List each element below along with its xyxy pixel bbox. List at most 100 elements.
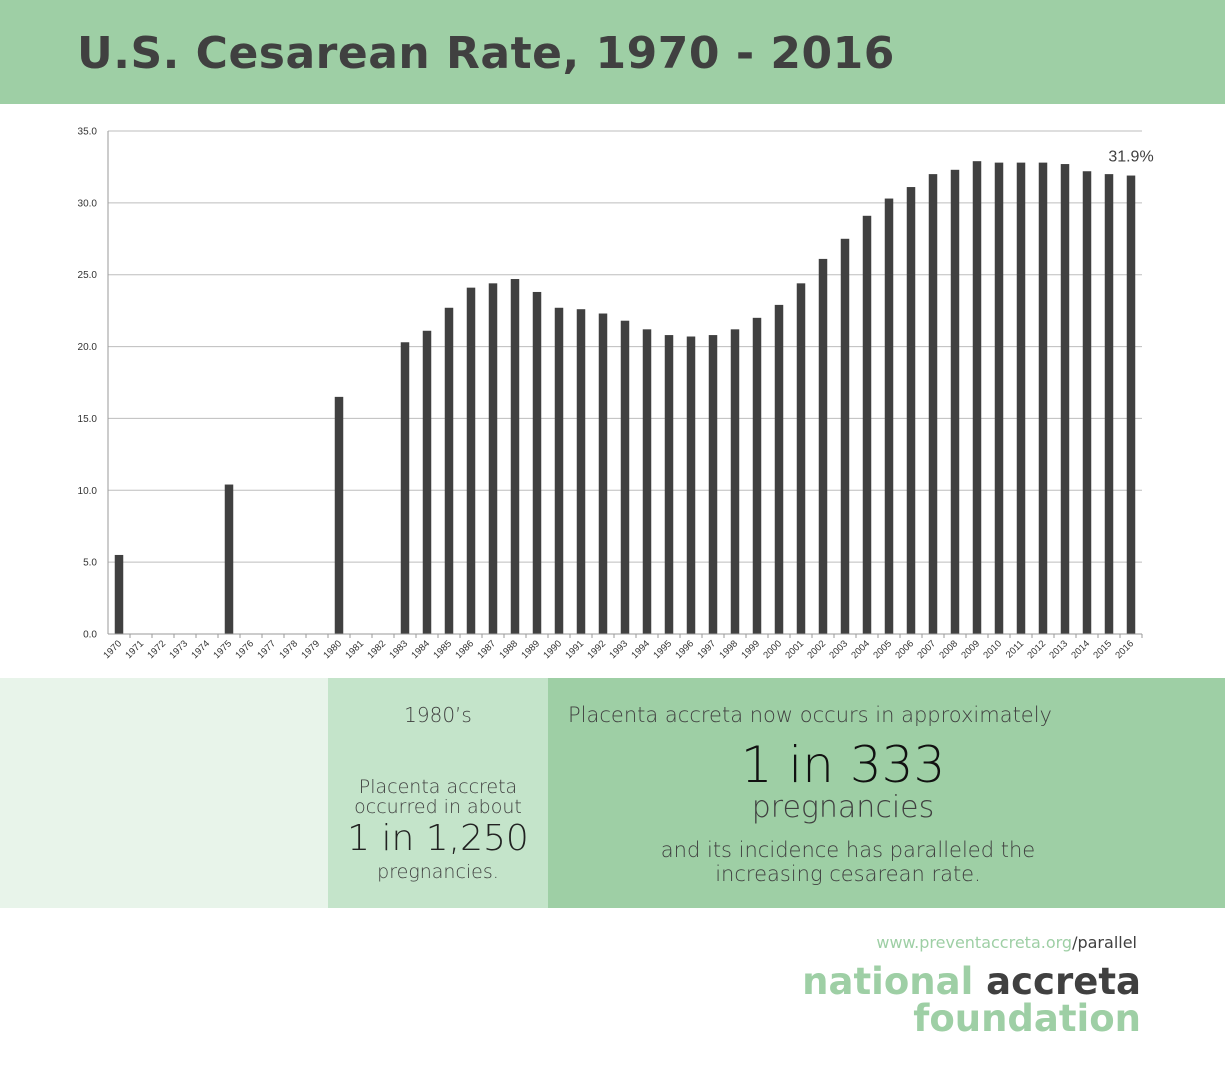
bar-2001 xyxy=(796,283,806,634)
y-tick-label: 10.0 xyxy=(78,486,98,497)
info-panel-1980s: 1980’s Placenta accreta occurred in abou… xyxy=(328,678,548,908)
bar-1987 xyxy=(488,283,498,634)
foundation-logo: national accreta foundation xyxy=(802,963,1141,1037)
bar-1990 xyxy=(554,307,564,634)
bar-2010 xyxy=(994,162,1004,635)
bar-1984 xyxy=(422,330,432,634)
logo-word-national: national xyxy=(802,960,974,1003)
x-tick-label: 2016 xyxy=(1113,638,1136,661)
page-title: U.S. Cesarean Rate, 1970 - 2016 xyxy=(77,28,895,79)
x-tick-label: 1990 xyxy=(541,638,564,661)
website-link[interactable]: www.preventaccreta.org/parallel xyxy=(876,933,1137,952)
bar-1997 xyxy=(708,335,718,634)
bar-1995 xyxy=(664,335,674,634)
x-tick-label: 1985 xyxy=(431,638,454,661)
x-tick-label: 1994 xyxy=(629,638,652,661)
x-tick-label: 2008 xyxy=(937,638,960,661)
y-tick-label: 20.0 xyxy=(78,342,98,353)
bar-1993 xyxy=(620,320,630,634)
y-tick-label: 5.0 xyxy=(83,558,97,569)
past-suffix: pregnancies. xyxy=(377,861,499,883)
chart-axes xyxy=(107,131,1143,638)
x-tick-label: 2011 xyxy=(1004,638,1026,660)
x-tick-label: 1986 xyxy=(453,638,476,661)
bar-1999 xyxy=(752,317,762,634)
x-tick-label: 1972 xyxy=(145,638,168,661)
header-band: U.S. Cesarean Rate, 1970 - 2016 xyxy=(0,0,1225,104)
x-tick-label: 1980 xyxy=(321,638,344,661)
x-tick-label: 1979 xyxy=(299,638,322,661)
x-tick-label: 1974 xyxy=(189,638,212,661)
bar-2016 xyxy=(1126,175,1136,634)
bar-1989 xyxy=(532,291,542,634)
info-panel-now: Placenta accreta now occurs in approxima… xyxy=(548,678,1225,908)
bar-2014 xyxy=(1082,171,1092,634)
x-tick-label: 1999 xyxy=(739,638,762,661)
data-label-2016: 31.9% xyxy=(1108,149,1153,166)
x-tick-label: 2000 xyxy=(761,638,784,661)
x-tick-label: 1996 xyxy=(673,638,696,661)
past-text-line1: Placenta accreta xyxy=(358,776,518,798)
x-tick-label: 1976 xyxy=(233,638,256,661)
x-tick-label: 1977 xyxy=(255,638,278,661)
x-tick-label: 2006 xyxy=(893,638,916,661)
bar-1998 xyxy=(730,329,740,634)
bar-1986 xyxy=(466,287,476,634)
bar-1970 xyxy=(114,554,124,634)
y-tick-label: 25.0 xyxy=(78,270,98,281)
bar-2013 xyxy=(1060,164,1070,634)
x-tick-label: 1997 xyxy=(695,638,718,661)
bar-2012 xyxy=(1038,162,1048,635)
past-text-line2: occurred in about xyxy=(354,796,522,818)
x-tick-label: 1988 xyxy=(497,638,520,661)
bar-2004 xyxy=(862,215,872,634)
x-tick-label: 2004 xyxy=(849,638,872,661)
now-text-line1: Placenta accreta now occurs in approxima… xyxy=(568,703,1052,727)
x-tick-label: 2015 xyxy=(1091,638,1114,661)
x-tick-label: 1982 xyxy=(365,638,388,661)
x-tick-label: 1978 xyxy=(277,638,300,661)
bar-2007 xyxy=(928,174,938,634)
bar-2015 xyxy=(1104,174,1114,634)
bar-1988 xyxy=(510,279,520,634)
bar-2011 xyxy=(1016,162,1026,635)
x-tick-label: 2012 xyxy=(1025,638,1048,661)
x-tick-label: 1971 xyxy=(123,638,146,661)
x-tick-label: 1987 xyxy=(475,638,498,661)
x-tick-label: 2001 xyxy=(783,638,806,661)
x-tick-label: 1984 xyxy=(409,638,432,661)
website-path: /parallel xyxy=(1072,933,1137,952)
now-suffix: pregnancies xyxy=(751,790,935,825)
x-tick-label: 1993 xyxy=(607,638,630,661)
now-text-line4: increasing cesarean rate. xyxy=(715,862,981,886)
logo-line1: national accreta xyxy=(802,963,1141,1000)
x-tick-label: 2005 xyxy=(871,638,894,661)
bar-1991 xyxy=(576,309,586,634)
x-tick-label: 1975 xyxy=(211,638,234,661)
y-tick-label: 35.0 xyxy=(78,127,98,138)
x-tick-label: 2007 xyxy=(915,638,938,661)
x-tick-label: 2014 xyxy=(1069,638,1092,661)
bar-1980 xyxy=(334,396,344,634)
x-tick-label: 1992 xyxy=(585,638,608,661)
bar-2000 xyxy=(774,304,784,634)
x-tick-label: 2009 xyxy=(959,638,982,661)
y-tick-label: 0.0 xyxy=(83,630,97,641)
bar-1975 xyxy=(224,484,234,634)
bar-1992 xyxy=(598,313,608,634)
x-tick-label: 2010 xyxy=(981,638,1004,661)
x-tick-label: 1989 xyxy=(519,638,542,661)
bar-2009 xyxy=(972,161,982,634)
bar-2005 xyxy=(884,198,894,634)
bar-1996 xyxy=(686,336,696,634)
logo-word-foundation: foundation xyxy=(913,997,1141,1040)
x-tick-label: 1970 xyxy=(101,638,124,661)
y-tick-label: 15.0 xyxy=(78,414,98,425)
x-tick-label: 1991 xyxy=(563,638,586,661)
x-tick-label: 1973 xyxy=(167,638,190,661)
info-band: 1980’s Placenta accreta occurred in abou… xyxy=(0,678,1225,908)
logo-word-accreta: accreta xyxy=(986,960,1141,1003)
bar-2002 xyxy=(818,258,828,634)
bar-1994 xyxy=(642,329,652,634)
